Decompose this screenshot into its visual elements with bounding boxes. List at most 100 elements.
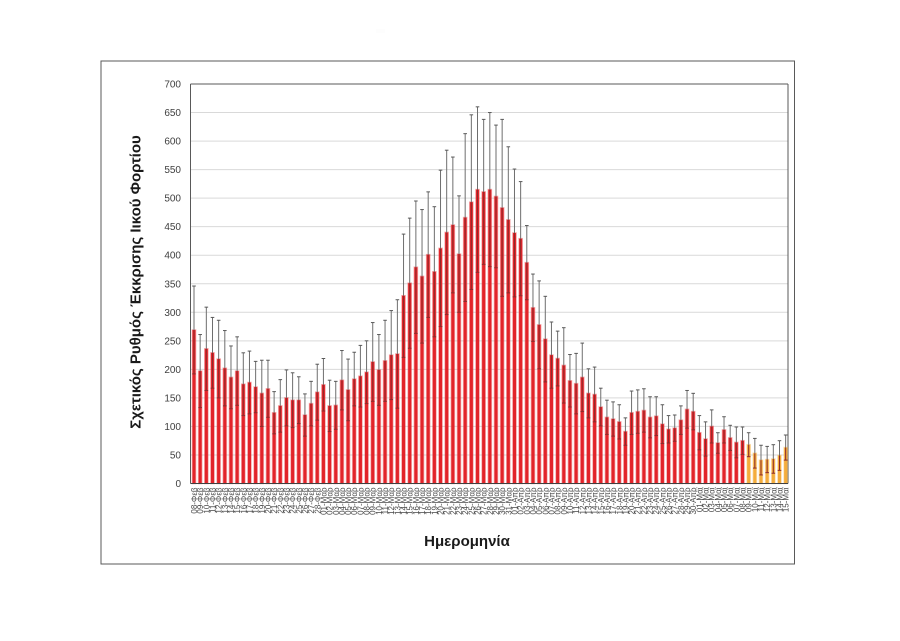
- svg-text:11-Φεβ: 11-Φεβ: [208, 487, 217, 513]
- svg-text:09-Φεβ: 09-Φεβ: [196, 487, 205, 514]
- svg-text:03-Μαρ: 03-Μαρ: [332, 487, 341, 515]
- svg-text:05-Απρ: 05-Απρ: [535, 487, 544, 514]
- svg-text:150: 150: [164, 393, 181, 404]
- svg-text:23-Μαρ: 23-Μαρ: [455, 487, 464, 515]
- svg-text:24-Φεβ: 24-Φεβ: [289, 487, 298, 514]
- svg-text:16-Μαρ: 16-Μαρ: [412, 487, 421, 515]
- svg-text:08-Απρ: 08-Απρ: [554, 487, 563, 514]
- svg-text:15-Μαϊ: 15-Μαϊ: [782, 487, 791, 512]
- svg-text:Ημερομηνία: Ημερομηνία: [424, 533, 510, 550]
- svg-text:13-Φεβ: 13-Φεβ: [221, 487, 230, 514]
- svg-text:06-Μαρ: 06-Μαρ: [350, 487, 359, 515]
- svg-text:29-Απρ: 29-Απρ: [683, 487, 692, 514]
- svg-text:18-Μαρ: 18-Μαρ: [424, 487, 433, 515]
- svg-text:700: 700: [164, 80, 181, 91]
- svg-text:20-Απρ: 20-Απρ: [628, 487, 637, 514]
- svg-text:27-Μαρ: 27-Μαρ: [480, 487, 489, 515]
- svg-text:23-Απρ: 23-Απρ: [646, 487, 655, 514]
- svg-text:24-Μαρ: 24-Μαρ: [461, 487, 470, 515]
- svg-text:21-Απρ: 21-Απρ: [634, 487, 643, 514]
- svg-text:04-Μαϊ: 04-Μαϊ: [714, 487, 723, 512]
- svg-text:07-Απρ: 07-Απρ: [547, 487, 556, 514]
- svg-text:08-Φεβ: 08-Φεβ: [190, 487, 199, 514]
- svg-text:25-Φεβ: 25-Φεβ: [295, 487, 304, 514]
- svg-text:23-Φεβ: 23-Φεβ: [282, 487, 291, 514]
- svg-text:14-Μαρ: 14-Μαρ: [400, 487, 409, 515]
- svg-text:11-Μαϊ: 11-Μαϊ: [757, 487, 766, 511]
- svg-text:08-Μαρ: 08-Μαρ: [363, 487, 372, 515]
- svg-text:200: 200: [164, 365, 181, 376]
- svg-text:14-Απρ: 14-Απρ: [591, 487, 600, 514]
- svg-text:07-Μαϊ: 07-Μαϊ: [732, 487, 741, 512]
- svg-text:10-Απρ: 10-Απρ: [566, 487, 575, 514]
- svg-text:19-Φεβ: 19-Φεβ: [258, 487, 267, 514]
- svg-text:05-Μαρ: 05-Μαρ: [344, 487, 353, 515]
- svg-text:01-Απρ: 01-Απρ: [510, 487, 519, 514]
- svg-text:18-Απρ: 18-Απρ: [615, 487, 624, 514]
- svg-text:25-Μαρ: 25-Μαρ: [467, 487, 476, 515]
- svg-text:28-Φεβ: 28-Φεβ: [313, 487, 322, 514]
- svg-text:19-Απρ: 19-Απρ: [621, 487, 630, 514]
- svg-text:26-Μαρ: 26-Μαρ: [474, 487, 483, 515]
- svg-text:02-Απρ: 02-Απρ: [517, 487, 526, 514]
- svg-text:16-Φεβ: 16-Φεβ: [239, 487, 248, 514]
- svg-text:11-Απρ: 11-Απρ: [572, 487, 581, 514]
- svg-text:09-Μαϊ: 09-Μαϊ: [745, 487, 754, 512]
- svg-text:14-Φεβ: 14-Φεβ: [227, 487, 236, 514]
- svg-text:10-Μαϊ: 10-Μαϊ: [751, 487, 760, 512]
- svg-text:450: 450: [164, 222, 181, 233]
- svg-text:Σχετικός Ρυθμός Έκκρισης Ιικού: Σχετικός Ρυθμός Έκκρισης Ιικού Φορτίου: [128, 135, 145, 429]
- svg-text:20-Φεβ: 20-Φεβ: [264, 487, 273, 514]
- svg-text:17-Μαρ: 17-Μαρ: [418, 487, 427, 515]
- svg-text:18-Φεβ: 18-Φεβ: [252, 487, 261, 514]
- svg-text:27-Απρ: 27-Απρ: [671, 487, 680, 514]
- svg-text:600: 600: [164, 137, 181, 148]
- svg-text:11-Μαρ: 11-Μαρ: [381, 487, 390, 514]
- svg-text:550: 550: [164, 165, 181, 176]
- svg-text:19-Μαρ: 19-Μαρ: [430, 487, 439, 515]
- svg-text:25-Απρ: 25-Απρ: [658, 487, 667, 514]
- svg-text:12-Φεβ: 12-Φεβ: [215, 487, 224, 514]
- svg-text:400: 400: [164, 251, 181, 262]
- svg-text:20-Μαρ: 20-Μαρ: [437, 487, 446, 515]
- svg-text:17-Φεβ: 17-Φεβ: [245, 487, 254, 514]
- svg-text:31-Μαρ: 31-Μαρ: [504, 487, 513, 515]
- svg-text:17-Απρ: 17-Απρ: [609, 487, 618, 514]
- svg-text:03-Απρ: 03-Απρ: [523, 487, 532, 514]
- svg-text:22-Μαρ: 22-Μαρ: [449, 487, 458, 515]
- svg-text:27-Φεβ: 27-Φεβ: [307, 487, 316, 514]
- svg-text:28-Απρ: 28-Απρ: [677, 487, 686, 514]
- svg-text:09-Απρ: 09-Απρ: [560, 487, 569, 514]
- svg-text:03-Μαϊ: 03-Μαϊ: [708, 487, 717, 512]
- svg-text:13-Απρ: 13-Απρ: [584, 487, 593, 514]
- svg-text:10-Μαρ: 10-Μαρ: [375, 487, 384, 515]
- svg-text:22-Απρ: 22-Απρ: [640, 487, 649, 514]
- svg-text:22-Φεβ: 22-Φεβ: [276, 487, 285, 514]
- svg-text:16-Απρ: 16-Απρ: [603, 487, 612, 514]
- svg-text:21-Φεβ: 21-Φεβ: [270, 487, 279, 514]
- svg-text:05-Μαϊ: 05-Μαϊ: [720, 487, 729, 512]
- svg-text:10-Φεβ: 10-Φεβ: [202, 487, 211, 514]
- svg-text:15-Απρ: 15-Απρ: [597, 487, 606, 514]
- svg-text:14-Μαϊ: 14-Μαϊ: [775, 487, 784, 512]
- svg-text:04-Μαρ: 04-Μαρ: [338, 487, 347, 515]
- svg-text:50: 50: [170, 450, 182, 461]
- svg-text:24-Απρ: 24-Απρ: [652, 487, 661, 514]
- svg-text:12-Μαρ: 12-Μαρ: [387, 487, 396, 515]
- svg-text:26-Απρ: 26-Απρ: [665, 487, 674, 514]
- svg-text:500: 500: [164, 194, 181, 205]
- svg-text:02-Μαϊ: 02-Μαϊ: [702, 487, 711, 512]
- svg-text:650: 650: [164, 108, 181, 119]
- svg-text:12-Απρ: 12-Απρ: [578, 487, 587, 514]
- svg-text:0: 0: [175, 479, 181, 490]
- svg-text:12-Μαϊ: 12-Μαϊ: [763, 487, 772, 512]
- svg-text:07-Μαρ: 07-Μαρ: [356, 487, 365, 515]
- svg-text:08-Μαϊ: 08-Μαϊ: [739, 487, 748, 512]
- svg-text:100: 100: [164, 422, 181, 433]
- svg-text:01-Μαρ: 01-Μαρ: [319, 487, 328, 515]
- svg-text:01-Μαϊ: 01-Μαϊ: [695, 487, 704, 512]
- svg-text:09-Μαρ: 09-Μαρ: [369, 487, 378, 515]
- svg-text:250: 250: [164, 336, 181, 347]
- svg-text:29-Μαρ: 29-Μαρ: [492, 487, 501, 515]
- svg-text:28-Μαρ: 28-Μαρ: [486, 487, 495, 515]
